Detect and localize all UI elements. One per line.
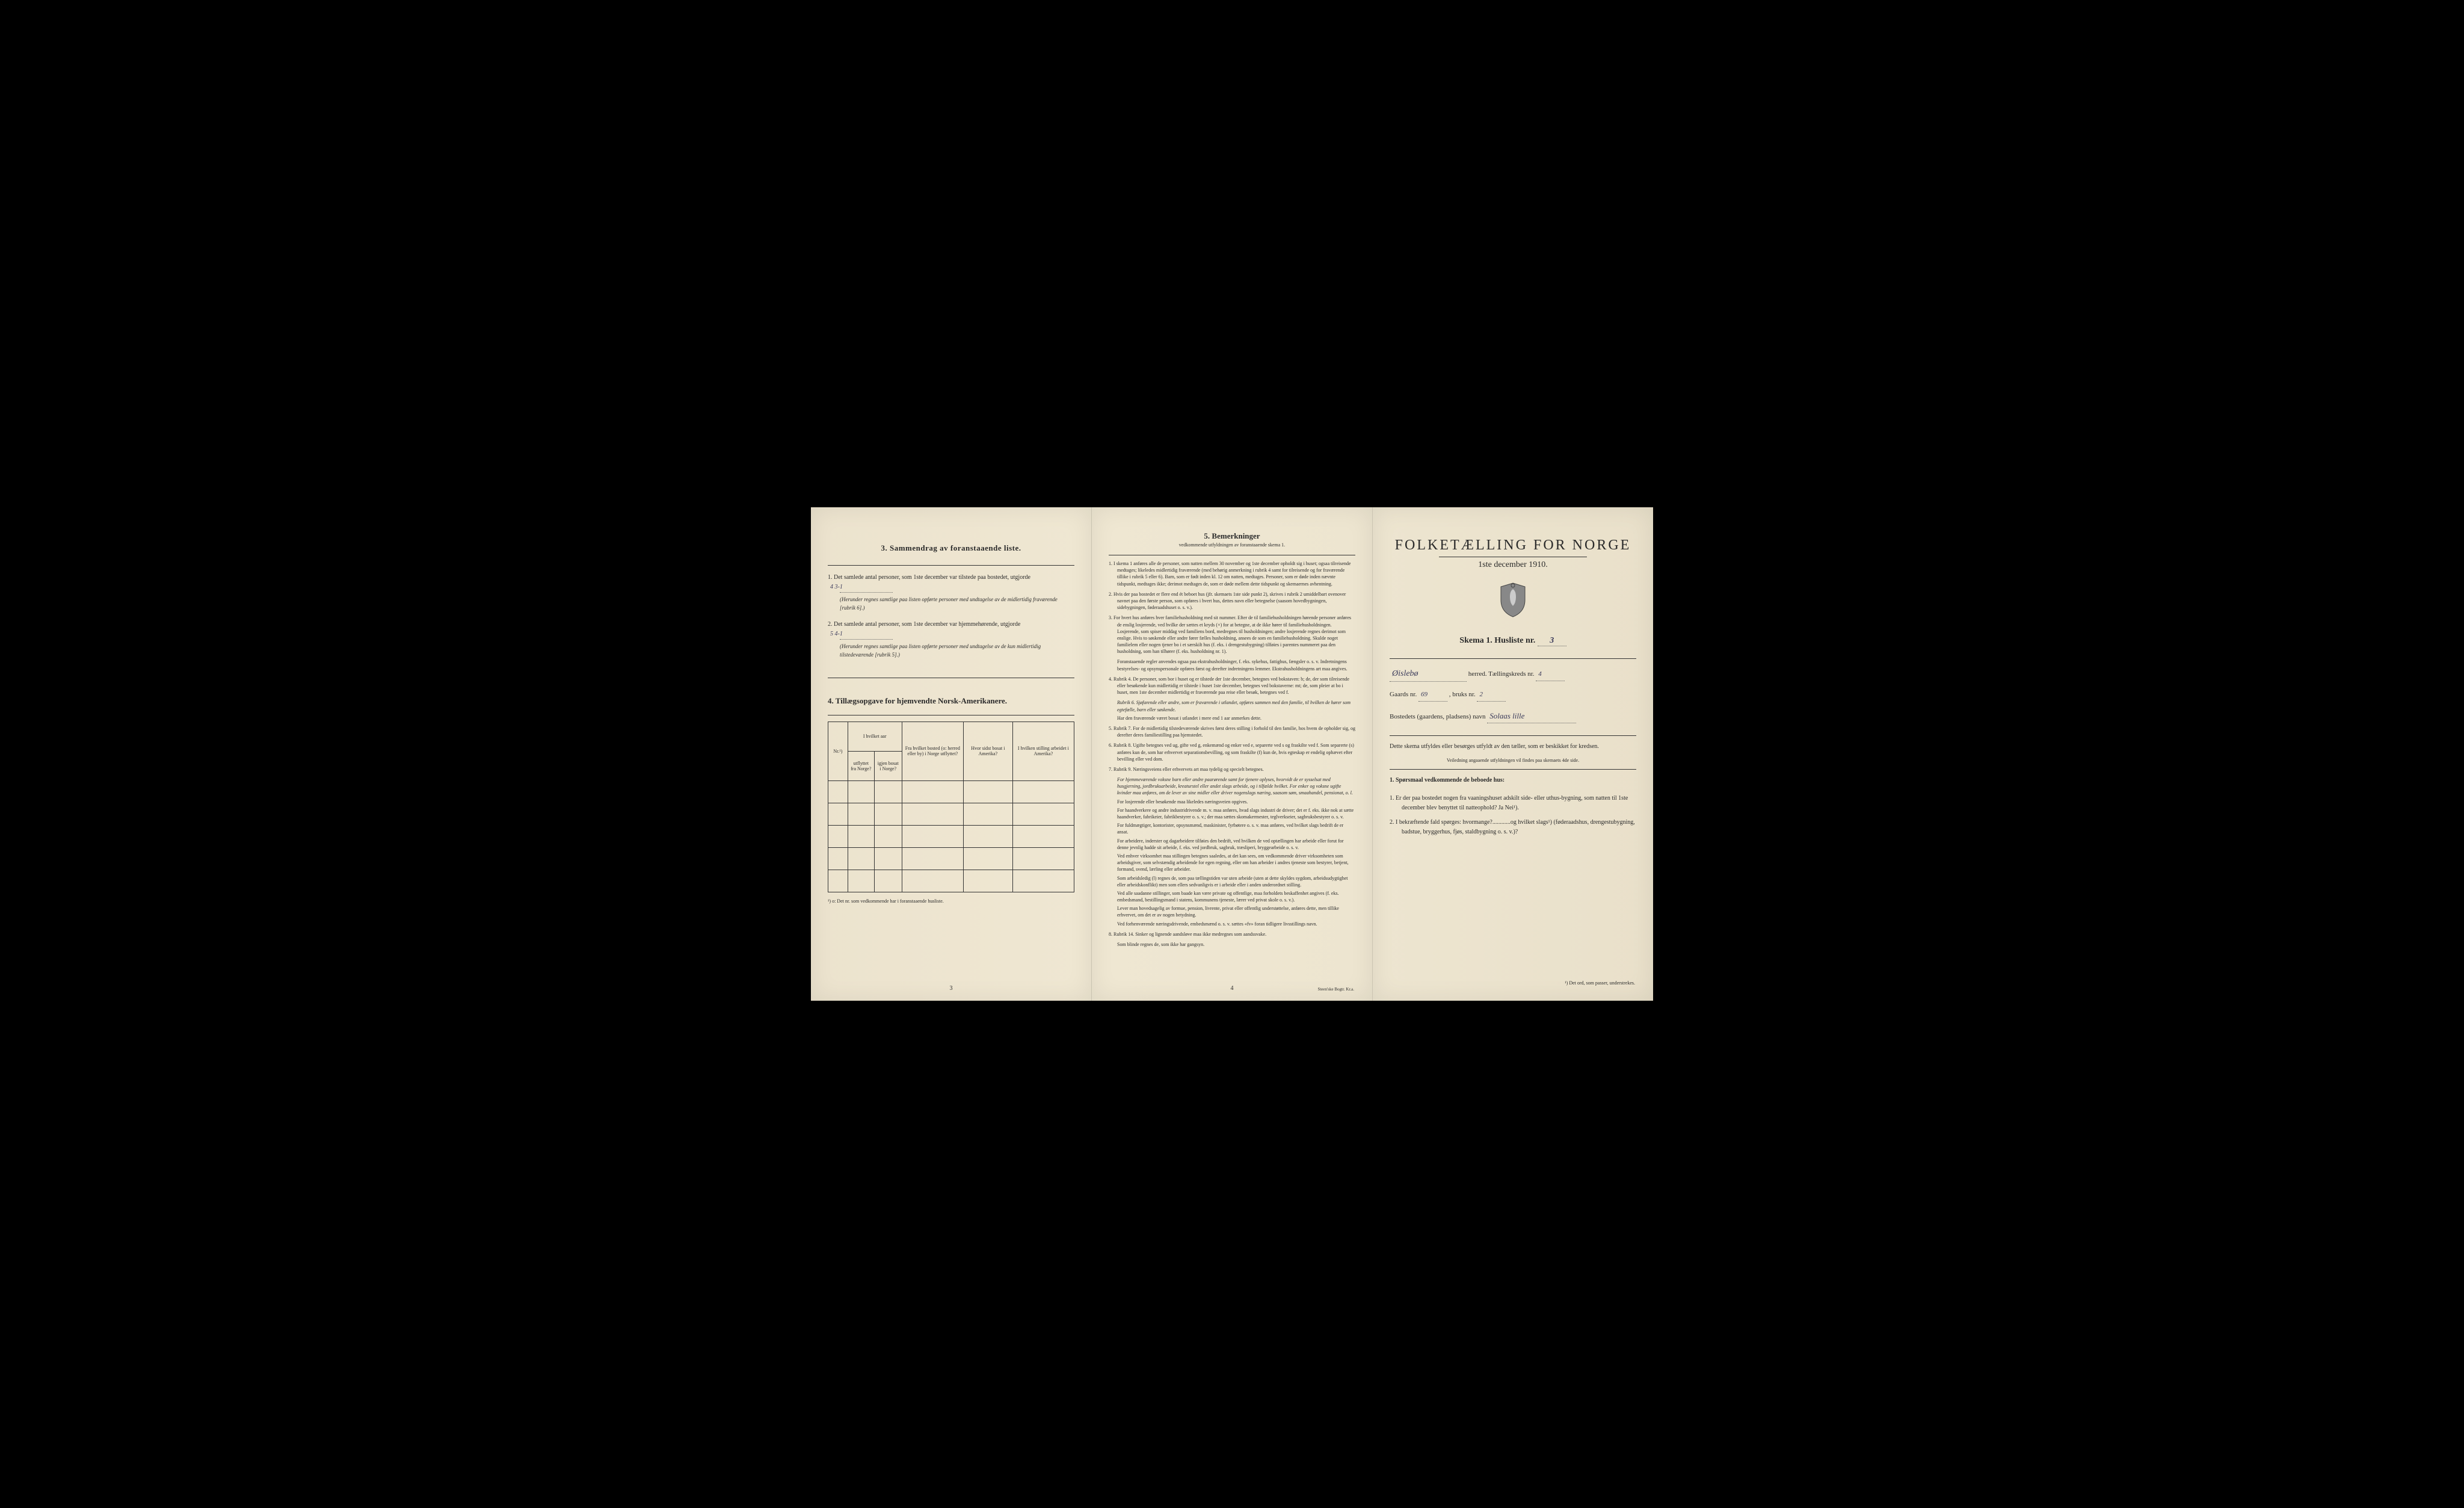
item1-note: (Herunder regnes samtlige paa listen opf…	[840, 595, 1074, 613]
item1-text: Det samlede antal personer, som 1ste dec…	[834, 574, 1030, 581]
remarks-subtitle: vedkommende utfyldningen av foranstaaend…	[1109, 542, 1355, 548]
th-emigrated: utflyttet fra Norge?	[848, 751, 874, 780]
table-footnote: ¹) o: Det nr. som vedkommende har i fora…	[828, 898, 1074, 904]
remarks-body: 1. I skema 1 anføres alle de personer, s…	[1109, 560, 1355, 948]
instruction-1: Dette skema utfyldes eller besørges utfy…	[1390, 742, 1636, 751]
right-footnote: ¹) Det ord, som passer, understrekes.	[1391, 980, 1635, 986]
section3-title: 3. Sammendrag av foranstaaende liste.	[828, 543, 1074, 553]
remark-item: 1. I skema 1 anføres alle de personer, s…	[1109, 560, 1355, 587]
page-right: FOLKETÆLLING FOR NORGE 1ste december 191…	[1373, 507, 1653, 1001]
remark-subitem: Foranstaaende regler anvendes ogsaa paa …	[1117, 658, 1355, 672]
gaards-line: Gaards nr. 69 , bruks nr. 2	[1390, 689, 1636, 702]
bosted-value: Solaas lille	[1487, 709, 1576, 723]
th-position: I hvilken stilling arbeidet i Amerika?	[1012, 722, 1074, 780]
page-left: 3. Sammendrag av foranstaaende liste. 1.…	[811, 507, 1091, 1001]
th-year: I hvilket aar	[848, 722, 902, 751]
kreds-value: 4	[1536, 669, 1565, 681]
page-number: 4	[1231, 985, 1234, 992]
bruks-value: 2	[1477, 689, 1506, 702]
remark-subitem: For fuldmægtiger, kontorister, opsynsmæn…	[1117, 822, 1355, 835]
question-1: 1. Er der paa bostedet nogen fra vaaning…	[1390, 794, 1636, 813]
question-2: 2. I bekræftende fald spørges: hvormange…	[1390, 818, 1636, 837]
remark-subitem: Ved enhver virksomhet maa stillingen bet…	[1117, 853, 1355, 873]
remark-subitem: Ved forhenværende næringsdrivende, embed…	[1117, 921, 1355, 927]
th-from: Fra hvilket bosted (o: herred eller by) …	[902, 722, 963, 780]
summary-item-1: 1. Det samlede antal personer, som 1ste …	[828, 573, 1074, 613]
skema-line: Skema 1. Husliste nr. 3	[1390, 636, 1636, 646]
section4-title: 4. Tillægsopgave for hjemvendte Norsk-Am…	[828, 696, 1074, 706]
item1-value: 4 3-1	[840, 582, 893, 593]
remark-item: 6. Rubrik 8. Ugifte betegnes ved ug, gif…	[1109, 742, 1355, 762]
main-title: FOLKETÆLLING FOR NORGE	[1390, 537, 1636, 554]
table-row	[828, 780, 1074, 803]
date-subtitle: 1ste december 1910.	[1390, 560, 1636, 570]
divider	[1390, 658, 1636, 659]
coat-of-arms-icon	[1390, 582, 1636, 624]
remark-subitem: For arbeidere, inderster og dagarbeidere…	[1117, 838, 1355, 851]
summary-item-2: 2. Det samlede antal personer, som 1ste …	[828, 620, 1074, 660]
table-row	[828, 803, 1074, 825]
remark-item: 8. Rubrik 14. Sinker og lignende aandslø…	[1109, 931, 1355, 938]
document-container: 3. Sammendrag av foranstaaende liste. 1.…	[811, 507, 1653, 1001]
remark-item: 5. Rubrik 7. For de midlertidig tilstede…	[1109, 725, 1355, 738]
supplement-table: Nr.¹) I hvilket aar Fra hvilket bosted (…	[828, 722, 1074, 892]
section1-title: 1. Spørsmaal vedkommende de beboede hus:	[1390, 776, 1636, 785]
item2-note: (Herunder regnes samtlige paa listen opf…	[840, 642, 1074, 660]
table-row	[828, 825, 1074, 847]
divider	[828, 565, 1074, 566]
remark-subitem: Som arbeidsledig (l) regnes de, som paa …	[1117, 875, 1355, 888]
instruction-2: Veiledning angaaende utfyldningen vil fi…	[1390, 757, 1636, 764]
remarks-title: 5. Bemerkninger	[1109, 531, 1355, 541]
remark-subitem: For hjemmeværende voksne barn eller andr…	[1117, 776, 1355, 797]
th-where: Hvor sidst bosat i Amerika?	[963, 722, 1012, 780]
table-header-row: Nr.¹) I hvilket aar Fra hvilket bosted (…	[828, 722, 1074, 751]
remark-item: 2. Hvis der paa bostedet er flere end ét…	[1109, 591, 1355, 611]
printer-mark: Steen'ske Bogtr. Kr.a.	[1317, 987, 1354, 992]
item2-value: 5 4-1	[840, 629, 893, 640]
page-number: 3	[950, 985, 953, 992]
remark-subitem: Lever man hovedsagelig av formue, pensio…	[1117, 905, 1355, 918]
remark-subitem: For haandverkere og andre industridriven…	[1117, 807, 1355, 820]
remark-subitem: For losjerende eller besøkende maa likel…	[1117, 799, 1355, 805]
remark-item: 7. Rubrik 9. Næringsveiens eller erhverv…	[1109, 766, 1355, 773]
remark-subitem: Rubrik 6. Sjøfarende eller andre, som er…	[1117, 699, 1355, 712]
divider	[1390, 769, 1636, 770]
questions: 1. Er der paa bostedet nogen fra vaaning…	[1390, 794, 1636, 837]
item2-text: Det samlede antal personer, som 1ste dec…	[834, 621, 1020, 628]
table-row	[828, 847, 1074, 870]
remark-subitem: Som blinde regnes de, som ikke har gangs…	[1117, 941, 1355, 948]
husliste-nr: 3	[1538, 636, 1566, 646]
herred-line: Øislebø herred. Tællingskreds nr. 4	[1390, 666, 1636, 682]
th-nr: Nr.¹)	[828, 722, 848, 780]
remark-item: 3. For hvert hus anføres hver familiehus…	[1109, 614, 1355, 655]
divider	[1390, 735, 1636, 736]
gaards-value: 69	[1418, 689, 1447, 702]
th-returned: igjen bosat i Norge?	[874, 751, 902, 780]
herred-value: Øislebø	[1390, 666, 1467, 682]
remark-subitem: Har den fraværende været bosat i utlande…	[1117, 715, 1355, 722]
remark-subitem: Ved alle saadanne stillinger, som baade …	[1117, 890, 1355, 903]
bosted-line: Bostedets (gaardens, pladsens) navn Sola…	[1390, 709, 1636, 723]
remark-item: 4. Rubrik 4. De personer, som bor i huse…	[1109, 676, 1355, 696]
page-center: 5. Bemerkninger vedkommende utfyldningen…	[1091, 507, 1373, 1001]
table-row	[828, 870, 1074, 892]
